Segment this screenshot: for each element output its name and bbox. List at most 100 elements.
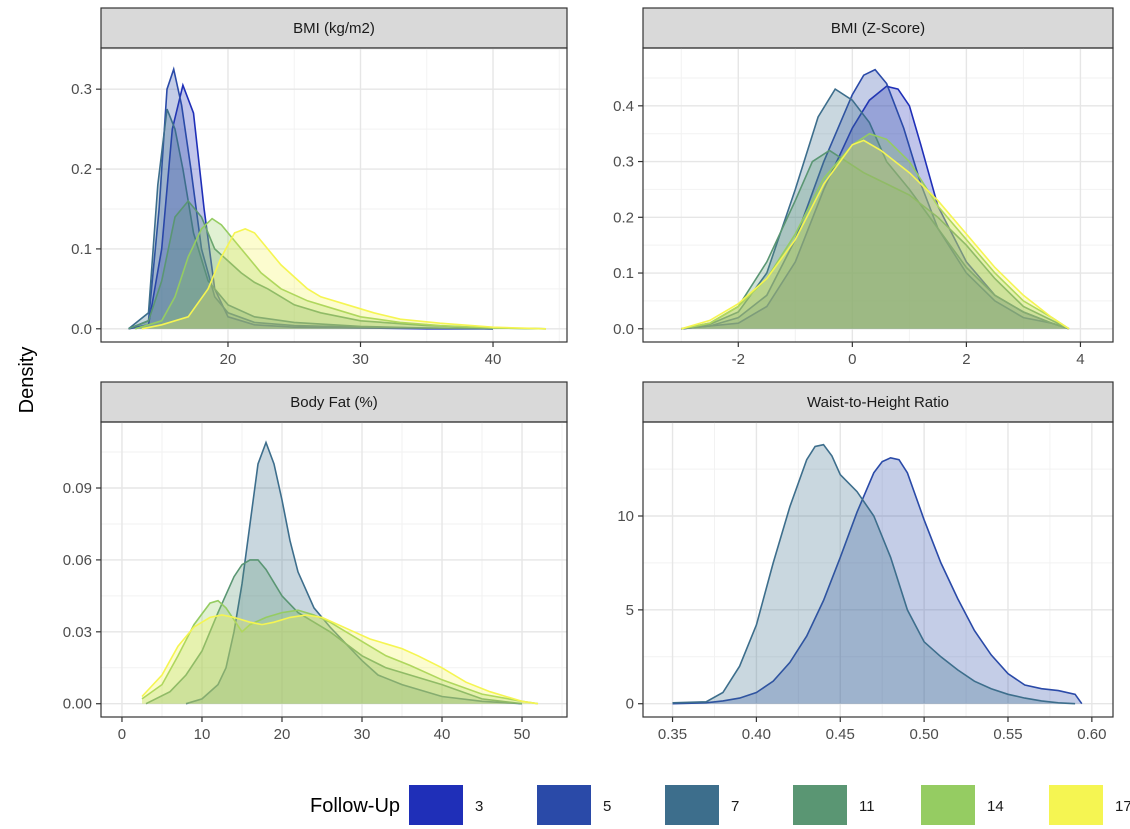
minor-gridlines (643, 48, 1113, 342)
facet-strip (642, 7, 1114, 49)
legend-key (665, 785, 719, 825)
x-tick-label: 4 (1076, 351, 1084, 368)
y-tick-label: 0 (626, 696, 634, 713)
density-line-11 (145, 559, 523, 705)
legend-key (537, 785, 591, 825)
density-line-5 (681, 68, 1070, 330)
density-line-11 (128, 199, 547, 330)
x-tick-label: 40 (485, 351, 502, 368)
legend-key (921, 785, 975, 825)
density-area-14 (135, 218, 546, 329)
panel-border (642, 47, 1114, 343)
x-tick-label: 40 (434, 726, 451, 743)
legend-label: 11 (859, 798, 875, 815)
x-tick-label: 20 (274, 726, 291, 743)
y-tick-label: 0.06 (63, 552, 92, 569)
y-tick-label: 0.09 (63, 480, 92, 497)
y-tick-label: 10 (617, 508, 634, 525)
density-area-5 (128, 69, 493, 329)
minor-gridlines (643, 422, 1113, 717)
density-line-7 (672, 443, 1076, 705)
panel-border (642, 421, 1114, 718)
x-tick-label: 0 (848, 351, 856, 368)
legend-label: 5 (603, 798, 611, 815)
y-tick-label: 0.4 (613, 98, 634, 115)
facet-title: Waist-to-Height Ratio (807, 394, 949, 411)
density-line-5 (672, 456, 1083, 705)
density-area-14 (681, 133, 1069, 329)
y-tick-label: 0.00 (63, 696, 92, 713)
legend-label: 3 (475, 798, 483, 815)
x-tick-label: -2 (732, 351, 745, 368)
density-line-3 (128, 82, 493, 330)
facet-title: BMI (Z-Score) (831, 20, 925, 37)
y-tick-label: 0.3 (613, 154, 634, 171)
facet-title: Body Fat (%) (290, 394, 378, 411)
density-area-7 (672, 444, 1076, 704)
y-tick-label: 0.03 (63, 624, 92, 641)
legend-key (1049, 785, 1103, 825)
density-line-5 (128, 66, 494, 330)
legend-key (409, 785, 463, 825)
x-tick-label: 50 (514, 726, 531, 743)
y-tick-label: 0.1 (613, 265, 634, 282)
y-tick-label: 0.3 (71, 81, 92, 98)
facet-panel: Waist-to-Height Ratio 0.35 0.40 0.45 0.50 0.5… (617, 381, 1114, 743)
density-area-3 (128, 85, 493, 329)
major-gridlines (101, 422, 567, 717)
density-line-14 (141, 599, 539, 705)
density-area-11 (681, 150, 1069, 329)
legend-item-7: 7 (665, 785, 739, 825)
density-area-11 (128, 201, 546, 329)
legend-label: 17 (1115, 798, 1130, 815)
major-gridlines (643, 422, 1113, 717)
panel-border (100, 421, 568, 718)
x-tick-label: 30 (352, 351, 369, 368)
density-area-7 (186, 442, 522, 704)
density-line-7 (128, 108, 494, 330)
legend-item-14: 14 (921, 785, 1004, 825)
density-areas (141, 440, 539, 705)
x-tick-label: 0.50 (910, 726, 939, 743)
density-area-11 (146, 559, 522, 704)
x-tick-label: 0.60 (1077, 726, 1106, 743)
density-area-3 (681, 86, 1069, 329)
density-line-14 (681, 132, 1070, 330)
x-tick-label: 30 (354, 726, 371, 743)
x-tick-label: 10 (194, 726, 211, 743)
legend-item-11: 11 (793, 785, 875, 825)
legend-label: 7 (731, 798, 739, 815)
density-line-7 (185, 440, 523, 705)
facet-panel: BMI (Z-Score) -2 0 2 4 0.0 0.1 0.2 0.3 0.4 (613, 7, 1114, 368)
legend: Follow-Up 3 5 7 11 14 17 (310, 785, 1130, 825)
y-tick-label: 0.2 (71, 161, 92, 178)
density-line-17 (141, 614, 539, 705)
y-tick-label: 0.1 (71, 241, 92, 258)
y-tick-label: 0.0 (71, 321, 92, 338)
facet-panel: Body Fat (%) 0 10 20 30 40 50 0.00 0.03 0.06 0.09 (63, 381, 568, 743)
major-gridlines (643, 48, 1113, 342)
density-line-11 (681, 149, 1070, 330)
density-area-17 (681, 140, 1069, 329)
density-area-17 (142, 615, 538, 704)
density-line-14 (134, 217, 547, 330)
density-areas (672, 443, 1083, 705)
legend-item-5: 5 (537, 785, 611, 825)
facet-panel: BMI (kg/m2) 20 30 40 0.0 0.1 0.2 0.3 (71, 7, 568, 368)
minor-gridlines (101, 422, 567, 717)
y-tick-label: 0.0 (613, 321, 634, 338)
y-axis-label: Density (16, 347, 38, 414)
x-tick-label: 20 (220, 351, 237, 368)
legend-key (793, 785, 847, 825)
density-areas (128, 66, 547, 330)
density-line-17 (681, 139, 1070, 330)
y-tick-label: 0.2 (613, 209, 634, 226)
minor-gridlines (101, 48, 567, 342)
density-area-17 (141, 228, 547, 329)
facet-strip (100, 7, 568, 49)
legend-item-3: 3 (409, 785, 483, 825)
x-tick-label: 2 (962, 351, 970, 368)
density-area-5 (672, 457, 1082, 704)
y-tick-label: 5 (626, 602, 634, 619)
